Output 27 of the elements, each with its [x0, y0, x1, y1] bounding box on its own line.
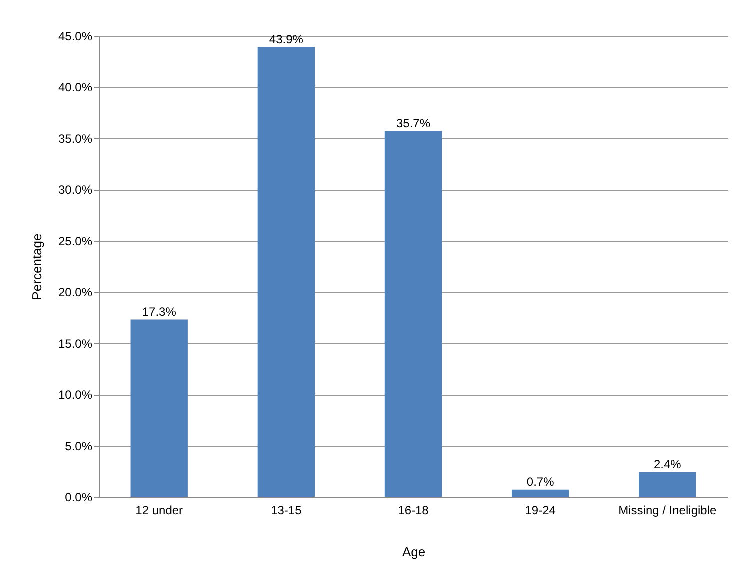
data-label: 17.3%: [142, 304, 177, 319]
y-tick-label: 10.0%: [58, 388, 93, 402]
y-tick-label: 25.0%: [58, 234, 93, 248]
bar: [512, 490, 570, 497]
y-tick-label: 45.0%: [58, 30, 93, 44]
x-tick-label: 13-15: [271, 504, 302, 518]
y-axis-title: Percentage: [29, 234, 44, 300]
y-tick-label: 35.0%: [58, 132, 93, 146]
x-axis-title: Age: [402, 544, 426, 560]
x-tick-label: 12 under: [136, 504, 184, 518]
y-tick-label: 40.0%: [58, 80, 93, 95]
x-tick-label: 16-18: [398, 504, 430, 518]
y-tick-label: 15.0%: [58, 336, 93, 351]
bar: [639, 472, 696, 497]
bar: [384, 131, 442, 497]
y-tick-label: 30.0%: [58, 183, 93, 198]
y-tick-label: 20.0%: [58, 286, 93, 300]
x-tick-label: Missing / Ineligible: [618, 504, 717, 518]
data-label: 0.7%: [526, 474, 555, 489]
bar: [258, 47, 316, 497]
data-label: 43.9%: [269, 32, 304, 46]
data-label: 2.4%: [654, 457, 682, 472]
data-label: 35.7%: [396, 116, 431, 130]
x-tick-label: 19-24: [525, 504, 556, 518]
y-tick-label: 5.0%: [65, 439, 93, 454]
bar: [130, 320, 188, 497]
y-tick-label: 0.0%: [65, 490, 93, 504]
